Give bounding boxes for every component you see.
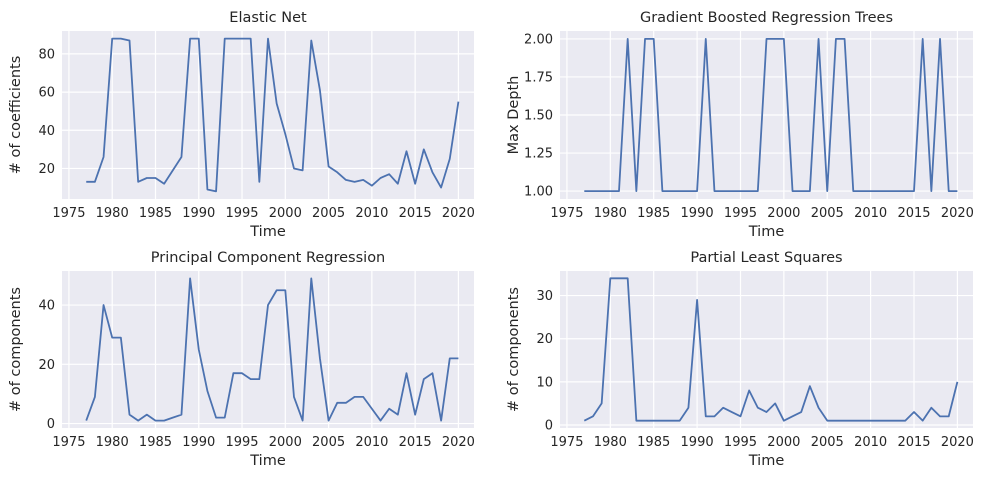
x-tick-label: 2000 xyxy=(767,206,800,221)
y-tick-label: 20 xyxy=(38,162,55,177)
y-tick-label: 0 xyxy=(47,417,55,432)
subplot-4: 1975 1980 1985 1990 1995 2000 2005 2010 2015 2020… xyxy=(506,250,974,469)
y-axis-label: # of components xyxy=(506,287,522,412)
x-tick-label: 2015 xyxy=(399,435,432,450)
y-tick-label: 20 xyxy=(38,358,55,373)
x-tick-label: 1975 xyxy=(550,206,583,221)
chart-title: Gradient Boosted Regression Trees xyxy=(640,10,893,26)
y-tick-label: 30 xyxy=(536,289,553,304)
plot-area xyxy=(62,271,474,428)
x-tick-label: 2020 xyxy=(442,206,475,221)
y-tick-label: 1.00 xyxy=(524,185,553,200)
x-tick-label: 1985 xyxy=(637,206,670,221)
subplot-1: 1975 1980 1985 1990 1995 2000 2005 2010 2015 2020… xyxy=(8,10,475,240)
x-tick-label: 1995 xyxy=(225,206,258,221)
x-tick-label: 1980 xyxy=(594,206,627,221)
series-line xyxy=(583,277,959,422)
chart-title: Partial Least Squares xyxy=(690,250,842,266)
x-tick-label: 2010 xyxy=(854,206,887,221)
x-tick-label: 1995 xyxy=(724,435,757,450)
y-tick-label: 1.25 xyxy=(524,147,553,162)
plot-area xyxy=(560,271,973,428)
x-tick-label: 1985 xyxy=(139,435,172,450)
chart-title: Elastic Net xyxy=(229,10,307,26)
x-tick-label: 2020 xyxy=(941,206,974,221)
y-axis-label: # of components xyxy=(8,287,24,412)
x-tick-label: 2010 xyxy=(854,435,887,450)
x-tick-label: 1985 xyxy=(637,435,670,450)
x-tick-label: 1990 xyxy=(681,206,714,221)
y-axis-label: # of coefficients xyxy=(8,56,24,174)
y-tick-label: 1.50 xyxy=(524,109,553,124)
x-tick-label: 1990 xyxy=(681,435,714,450)
series-line xyxy=(584,38,958,192)
x-tick-label: 1990 xyxy=(182,435,215,450)
series-line xyxy=(86,37,460,193)
x-tick-label: 2015 xyxy=(897,435,930,450)
x-tick-label: 2020 xyxy=(941,435,974,450)
y-tick-label: 40 xyxy=(38,299,55,314)
x-tick-label: 2020 xyxy=(442,435,475,450)
x-tick-label: 2005 xyxy=(811,435,844,450)
x-tick-label: 1985 xyxy=(139,206,172,221)
x-axis-label: Time xyxy=(748,453,785,469)
y-tick-label: 60 xyxy=(38,86,55,101)
y-tick-label: 1.75 xyxy=(524,70,553,85)
y-tick-label: 40 xyxy=(38,124,55,139)
x-tick-label: 2005 xyxy=(312,206,345,221)
x-tick-label: 1980 xyxy=(594,435,627,450)
x-tick-label: 2000 xyxy=(767,435,800,450)
x-tick-label: 1995 xyxy=(724,206,757,221)
x-tick-label: 1990 xyxy=(182,206,215,221)
subplot-3: 1975 1980 1985 1990 1995 2000 2005 2010 2015 2020… xyxy=(8,250,475,469)
x-tick-label: 2010 xyxy=(355,435,388,450)
x-tick-label: 1975 xyxy=(550,435,583,450)
x-tick-label: 1975 xyxy=(52,435,85,450)
y-tick-label: 2.00 xyxy=(524,32,553,47)
series-line xyxy=(85,277,459,422)
x-tick-label: 1975 xyxy=(52,206,85,221)
x-tick-label: 2005 xyxy=(312,435,345,450)
chart-title: Principal Component Regression xyxy=(151,250,386,266)
x-axis-label: Time xyxy=(748,224,785,240)
x-tick-label: 2015 xyxy=(399,206,432,221)
x-tick-label: 1980 xyxy=(96,206,129,221)
x-tick-label: 2005 xyxy=(811,206,844,221)
y-tick-label: 0 xyxy=(545,418,553,433)
x-tick-label: 2000 xyxy=(269,206,302,221)
y-tick-label: 80 xyxy=(38,47,55,62)
x-tick-label: 2015 xyxy=(897,206,930,221)
x-axis-label: Time xyxy=(249,453,286,469)
x-tick-label: 2010 xyxy=(355,206,388,221)
y-axis-label: Max Depth xyxy=(506,76,522,155)
x-tick-label: 1980 xyxy=(96,435,129,450)
subplot-2: 1975 1980 1985 1990 1995 2000 2005 2010 2015 2020… xyxy=(506,10,974,240)
y-tick-label: 10 xyxy=(536,375,553,390)
y-tick-label: 20 xyxy=(536,332,553,347)
x-tick-label: 2000 xyxy=(269,435,302,450)
x-tick-label: 1995 xyxy=(225,435,258,450)
x-axis-label: Time xyxy=(249,224,286,240)
